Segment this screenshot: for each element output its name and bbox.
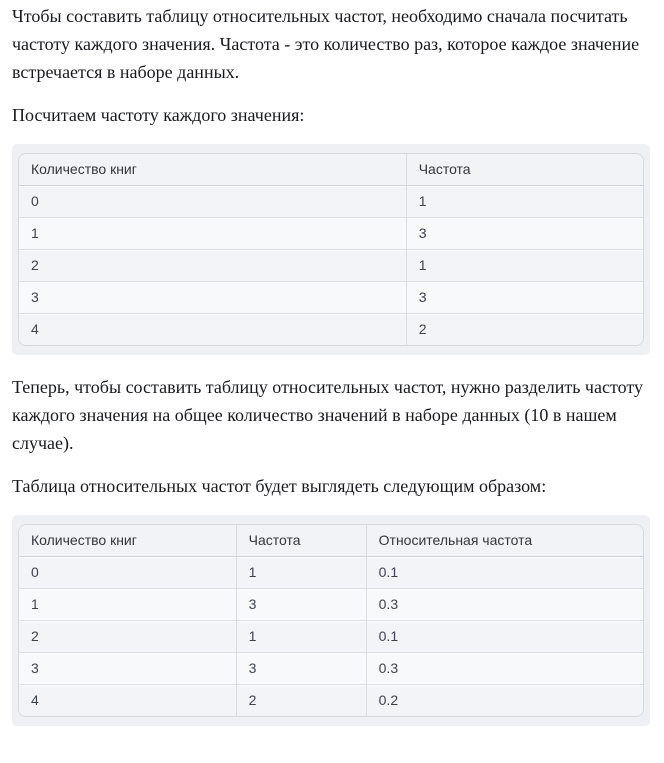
table-cell: 0 bbox=[19, 185, 407, 218]
table-cell: 1 bbox=[405, 185, 643, 218]
table-cell: 2 bbox=[19, 620, 237, 653]
table-cell: 3 bbox=[19, 652, 237, 685]
relative-table-grid: Количество книг Частота Относительная част… bbox=[19, 525, 643, 716]
column-header: Количество книг bbox=[19, 154, 407, 186]
table-cell: 0.1 bbox=[365, 620, 643, 653]
table-cell: 0.1 bbox=[365, 556, 643, 589]
column-header: Частота bbox=[405, 154, 643, 186]
paragraph-intro: Чтобы составить таблицу относительных ча… bbox=[12, 6, 640, 82]
table-cell: 1 bbox=[19, 217, 407, 250]
paragraph-count-lead: Посчитаем частоту каждого значения: bbox=[12, 105, 305, 125]
table-cell: 0.3 bbox=[365, 588, 643, 621]
table-row: 1 3 0.3 bbox=[19, 588, 643, 621]
table-cell: 2 bbox=[19, 249, 407, 282]
table-row: 0 1 0.1 bbox=[19, 556, 643, 589]
paragraph-relative-explain: Теперь, чтобы составить таблицу относите… bbox=[12, 377, 643, 453]
table-cell: 3 bbox=[235, 588, 367, 621]
header-row: Количество книг Частота bbox=[19, 154, 643, 186]
column-header: Относительная частота bbox=[365, 525, 643, 557]
table-cell: 2 bbox=[235, 684, 367, 716]
relative-frequency-table: Количество книг Частота Относительная част… bbox=[18, 524, 644, 717]
table-cell: 4 bbox=[19, 684, 237, 716]
column-header: Частота bbox=[235, 525, 367, 557]
frequency-table-grid: Количество книг Частота 0 1 1 3 2 1 3 3 4 2 bbox=[19, 154, 643, 345]
table-cell: 0.2 bbox=[365, 684, 643, 716]
table-cell: 1 bbox=[235, 556, 367, 589]
table-cell: 3 bbox=[235, 652, 367, 685]
table-cell: 3 bbox=[19, 281, 407, 314]
paragraph-relative-lead: Таблица относительных частот будет выгля… bbox=[12, 476, 547, 496]
table-cell: 1 bbox=[235, 620, 367, 653]
document-content: Чтобы составить таблицу относительных ча… bbox=[12, 6, 650, 726]
table-row: 3 3 0.3 bbox=[19, 652, 643, 685]
table-cell: 1 bbox=[405, 249, 643, 282]
relative-frequency-table-wrapper: Количество книг Частота Относительная част… bbox=[12, 515, 650, 726]
table-cell: 2 bbox=[405, 313, 643, 345]
table-cell: 3 bbox=[405, 281, 643, 314]
table-cell: 3 bbox=[405, 217, 643, 250]
column-header: Количество книг bbox=[19, 525, 237, 557]
frequency-table: Количество книг Частота 0 1 1 3 2 1 3 3 4 2 bbox=[18, 153, 644, 346]
table-row: 2 1 0.1 bbox=[19, 620, 643, 653]
header-row: Количество книг Частота Относительная част… bbox=[19, 525, 643, 557]
table-row: 4 2 0.2 bbox=[19, 684, 643, 716]
table-cell: 0.3 bbox=[365, 652, 643, 685]
table-cell: 0 bbox=[19, 556, 237, 589]
frequency-table-wrapper: Количество книг Частота 0 1 1 3 2 1 3 3 4 2 bbox=[12, 144, 650, 355]
table-cell: 1 bbox=[19, 588, 237, 621]
table-cell: 4 bbox=[19, 313, 407, 345]
